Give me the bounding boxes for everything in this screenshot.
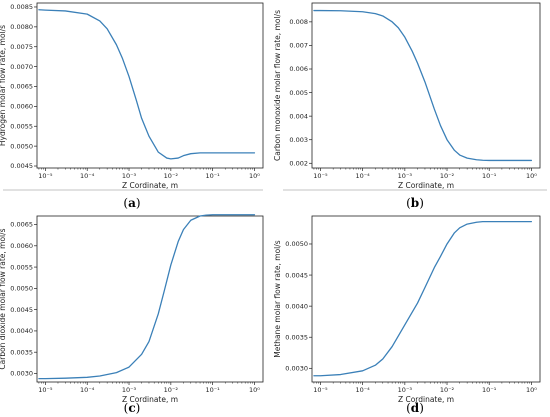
y-tick-label: 0.0030	[285, 365, 308, 373]
y-tick-label: 0.003	[289, 136, 308, 144]
y-tick-label: 0.0085	[10, 3, 33, 11]
y-tick-label: 0.0050	[10, 142, 33, 150]
y-tick-label: 0.006	[289, 65, 308, 73]
plot-frame	[311, 2, 541, 169]
y-tick-label: 0.0055	[10, 122, 33, 130]
y-tick-label: 0.0035	[285, 333, 308, 341]
y-axis-label: Methane molar flow rate, mol/s	[273, 240, 282, 358]
series-line	[313, 9, 533, 162]
panel-label: (a)	[123, 196, 140, 210]
x-tick-label: 10⁰	[249, 172, 260, 180]
x-tick-label: 10⁻⁵	[38, 386, 53, 394]
x-tick-label: 10⁻³	[398, 172, 413, 180]
x-tick-label: 10⁻³	[122, 172, 137, 180]
x-tick-label: 10⁰	[526, 172, 537, 180]
y-axis-label: Carbon monoxide molar flow rate, mol/s	[273, 10, 282, 161]
y-tick-label: 0.0080	[10, 23, 33, 31]
panel-label: (d)	[406, 401, 424, 415]
y-tick-label: 0.0060	[10, 242, 33, 250]
x-tick-label: 10⁻¹	[205, 172, 220, 180]
y-tick-label: 0.0030	[10, 370, 33, 378]
plot-frame	[36, 2, 264, 169]
series-line	[313, 220, 533, 377]
y-tick-label: 0.007	[289, 42, 308, 50]
y-tick-label: 0.0065	[10, 221, 33, 229]
x-axis-label: Z Cordinate, m	[398, 395, 454, 404]
x-tick-label: 10⁻¹	[205, 386, 220, 394]
y-tick-label: 0.0040	[10, 327, 33, 335]
x-tick-label: 10⁻⁴	[355, 386, 370, 394]
y-tick-label: 0.002	[289, 159, 308, 167]
x-tick-label: 10⁻⁵	[313, 172, 328, 180]
panel-label: (c)	[124, 401, 141, 415]
x-tick-label: 10⁰	[526, 386, 537, 394]
x-tick-label: 10⁻²	[164, 172, 179, 180]
chart-panel-a: 10⁻⁵ 10⁻⁴ 10⁻³ 10⁻² 10⁻¹ 10⁰ 0.0045 0.0050 0.005…	[0, 2, 264, 210]
y-tick-label: 0.0050	[285, 240, 308, 248]
x-tick-label: 10⁻³	[122, 386, 137, 394]
y-axis-label: Carbon dioxide molar flow rate, mol/s	[0, 228, 7, 369]
y-tick-label: 0.0045	[10, 306, 33, 314]
y-tick-label: 0.0045	[10, 162, 33, 170]
x-tick-label: 10⁻²	[440, 386, 455, 394]
x-tick-label: 10⁻¹	[482, 172, 497, 180]
x-tick-label: 10⁰	[249, 386, 260, 394]
y-tick-label: 0.0050	[10, 285, 33, 293]
y-tick-label: 0.0045	[285, 271, 308, 279]
plot-frame	[36, 215, 264, 383]
y-tick-label: 0.0065	[10, 83, 33, 91]
series-line	[38, 9, 256, 160]
chart-panel-b: 10⁻⁵ 10⁻⁴ 10⁻³ 10⁻² 10⁻¹ 10⁰ 0.002 0.003 0.004 0.…	[273, 2, 547, 210]
y-tick-label: 0.005	[289, 89, 308, 97]
chart-panel-c: 10⁻⁵ 10⁻⁴ 10⁻³ 10⁻² 10⁻¹ 10⁰ 0.0030 0.0035 0.004…	[0, 214, 264, 415]
x-tick-label: 10⁻¹	[482, 386, 497, 394]
y-axis-label: Hydrogen molar flow rate, mol/s	[0, 25, 7, 146]
x-axis-label: Z Cordinate, m	[398, 181, 454, 190]
y-tick-label: 0.0040	[285, 302, 308, 310]
x-tick-label: 10⁻⁴	[80, 172, 95, 180]
x-tick-label: 10⁻²	[164, 386, 179, 394]
plot-frame	[311, 215, 541, 383]
x-axis-label: Z Cordinate, m	[122, 181, 178, 190]
panel-label: (b)	[406, 196, 424, 210]
x-tick-label: 10⁻⁴	[80, 386, 95, 394]
y-tick-label: 0.0075	[10, 43, 33, 51]
x-tick-label: 10⁻⁴	[355, 172, 370, 180]
series-line	[38, 214, 256, 380]
y-tick-label: 0.0060	[10, 103, 33, 111]
y-tick-label: 0.004	[289, 112, 308, 120]
chart-panel-d: 10⁻⁵ 10⁻⁴ 10⁻³ 10⁻² 10⁻¹ 10⁰ 0.0030 0.0035 0.004…	[273, 215, 541, 415]
y-tick-label: 0.0070	[10, 63, 33, 71]
x-tick-label: 10⁻⁵	[313, 386, 328, 394]
x-tick-label: 10⁻²	[440, 172, 455, 180]
x-tick-label: 10⁻⁵	[38, 172, 53, 180]
y-tick-label: 0.0055	[10, 263, 33, 271]
x-axis-label: Z Cordinate, m	[122, 395, 178, 404]
y-tick-label: 0.0035	[10, 348, 33, 356]
x-tick-label: 10⁻³	[398, 386, 413, 394]
y-tick-label: 0.008	[289, 18, 308, 26]
